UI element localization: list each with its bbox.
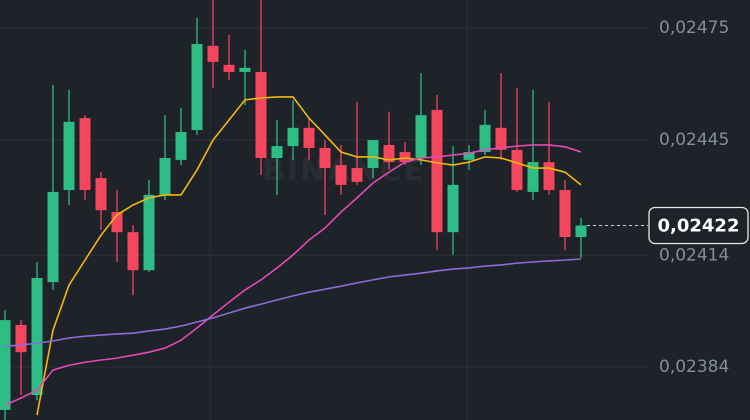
candle-body [319, 147, 331, 169]
candle-body [431, 109, 443, 233]
candle-body [127, 232, 139, 271]
candle-body [47, 191, 59, 283]
candle-body [175, 131, 187, 160]
candle-body [207, 45, 219, 62]
candle-body [239, 67, 251, 72]
candle-body [15, 324, 27, 353]
candle-body [383, 144, 395, 163]
moving-average-line [36, 96, 582, 416]
y-tick-label: 0,02475 [659, 18, 729, 38]
candle-body [463, 152, 475, 160]
moving-average-line [4, 258, 582, 348]
candle-body [255, 71, 267, 159]
candle-body [191, 43, 203, 131]
candle-body [543, 162, 555, 191]
candle-body [143, 194, 155, 271]
y-tick-label: 0,02384 [659, 357, 729, 377]
candle-body [527, 162, 539, 192]
candle-body [271, 146, 283, 159]
candle-body [575, 225, 587, 238]
candle-body [415, 115, 427, 159]
candle-body [223, 64, 235, 72]
y-tick-label: 0,02414 [659, 245, 729, 265]
candle-body [351, 168, 363, 182]
candle-body [367, 140, 379, 169]
candle-body [63, 121, 75, 191]
candle-body [159, 158, 171, 195]
last-price-label: 0,02422 [658, 215, 740, 236]
candle-body [511, 149, 523, 191]
y-tick-label: 0,02445 [659, 130, 729, 150]
candle-body [111, 212, 123, 233]
candle-body [287, 127, 299, 147]
candle-body [559, 190, 571, 238]
candle-body [79, 118, 91, 191]
candle-body [0, 320, 11, 410]
moving-average-line [4, 144, 582, 406]
candle-body [31, 278, 43, 396]
candle-body [95, 178, 107, 211]
candle-body [303, 127, 315, 148]
last-price-box [648, 206, 749, 245]
candle-body [479, 124, 491, 153]
candle-body [447, 184, 459, 233]
candle-body [495, 127, 507, 150]
candle-body [335, 165, 347, 185]
candle-body [399, 152, 411, 163]
